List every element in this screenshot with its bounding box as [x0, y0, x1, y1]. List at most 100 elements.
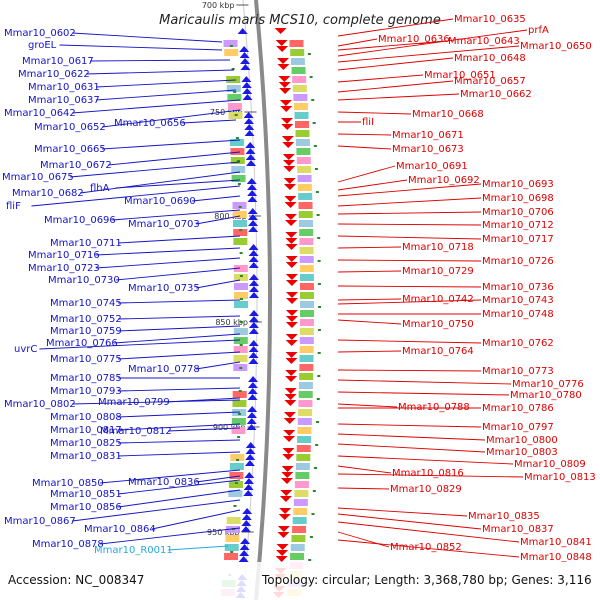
- gene-label-right: Mmar10_0643: [448, 36, 520, 47]
- leader-line: [118, 489, 241, 508]
- feature-block: [292, 517, 307, 524]
- forward-gene: [240, 526, 251, 532]
- feature-block: [292, 526, 307, 533]
- marker-dot: [317, 352, 321, 354]
- gene-label-left: Mmar10_0696: [44, 215, 116, 226]
- gene-label-right: Mmar10_0762: [482, 338, 554, 349]
- reverse-gene: [285, 370, 298, 376]
- feature-block: [299, 328, 314, 335]
- gene-label-left: Mmar10_0793: [50, 386, 122, 397]
- gene-label-right: Mmar10_0835: [468, 511, 540, 522]
- feature-block: [233, 346, 248, 353]
- leader-line: [337, 133, 392, 136]
- feature-block: [290, 58, 305, 65]
- gene-label-right: Mmar10_0776: [512, 379, 584, 390]
- gene-label-left: Mmar10_0878: [32, 539, 104, 550]
- feature-block: [224, 544, 239, 551]
- forward-gene: [237, 28, 248, 34]
- reverse-gene: [281, 472, 294, 478]
- reverse-gene: [285, 274, 298, 280]
- forward-gene: [238, 556, 249, 562]
- forward-gene: [245, 142, 256, 148]
- marker-dot: [315, 444, 319, 446]
- leader-line: [337, 45, 520, 63]
- forward-gene: [239, 544, 250, 550]
- forward-gene: [245, 442, 256, 448]
- gene-label-left: fliF: [6, 201, 21, 212]
- gene-label-left: Mmar10_0851: [50, 489, 122, 500]
- marker-dot: [315, 191, 319, 193]
- gene-label-right: Mmar10_0780: [510, 390, 582, 401]
- reverse-gene: [285, 358, 298, 364]
- feature-block: [227, 103, 242, 110]
- reverse-gene: [280, 106, 293, 112]
- marker-dot: [233, 505, 237, 507]
- gene-label-right: Mmar10_0748: [482, 309, 554, 320]
- marker-dot: [311, 513, 315, 515]
- reverse-gene: [276, 550, 289, 556]
- feature-block: [229, 472, 244, 479]
- gene-label-right: Mmar10_0848: [520, 552, 592, 563]
- reverse-gene: [286, 298, 298, 304]
- marker-dot: [314, 168, 318, 170]
- leader-line: [96, 79, 237, 88]
- leader-line: [118, 479, 241, 495]
- marker-dot: [317, 237, 321, 239]
- leader-line: [337, 111, 412, 115]
- marker-dot: [238, 413, 242, 415]
- forward-gene: [239, 46, 250, 52]
- forward-gene: [241, 76, 252, 82]
- gene-label-right: Mmar10_0797: [482, 422, 554, 433]
- leader-line: [337, 183, 482, 197]
- reverse-gene: [280, 118, 293, 124]
- leader-line: [337, 246, 402, 249]
- leader-line: [337, 473, 524, 478]
- gene-label-left: Mmar10_0785: [50, 373, 122, 384]
- leader-line: [118, 451, 241, 457]
- feature-block: [299, 364, 314, 371]
- forward-gene: [248, 244, 259, 250]
- reverse-gene: [279, 100, 292, 106]
- gene-label-left: Mmar10_0759: [50, 326, 122, 337]
- gene-label-left: Mmar10_0665: [34, 144, 106, 155]
- reverse-gene: [282, 154, 295, 160]
- reverse-gene: [285, 322, 298, 328]
- gene-label-right: Mmar10_0813: [524, 472, 596, 483]
- feature-block: [231, 175, 246, 182]
- feature-block: [299, 274, 314, 281]
- marker-dot: [317, 329, 321, 331]
- feature-block: [297, 166, 312, 173]
- forward-gene: [247, 196, 258, 202]
- forward-gene: [248, 220, 259, 226]
- leader-line: [182, 119, 237, 124]
- gene-label-left: Mmar10_0690: [124, 196, 196, 207]
- forward-gene: [247, 388, 258, 394]
- accession-label: Accession: NC_008347: [8, 573, 145, 587]
- leader-line: [196, 279, 241, 289]
- reverse-gene: [274, 28, 287, 34]
- feature-block: [299, 337, 314, 344]
- gene-label-left: Mmar10_0831: [50, 451, 122, 462]
- gene-label-right: Mmar10_0816: [392, 468, 464, 479]
- leader-line: [96, 257, 241, 269]
- leader-line: [96, 89, 237, 101]
- reverse-gene: [285, 316, 298, 322]
- forward-gene: [247, 394, 258, 400]
- leader-line: [337, 299, 482, 305]
- reverse-gene: [283, 166, 296, 172]
- footer-background: [0, 562, 600, 600]
- forward-gene: [248, 286, 259, 292]
- forward-gene: [248, 328, 259, 334]
- leader-line: [337, 319, 402, 325]
- marker-dot: [239, 298, 243, 300]
- forward-gene: [245, 454, 256, 460]
- forward-gene: [248, 322, 259, 328]
- forward-gene: [244, 460, 255, 466]
- leader-line: [118, 387, 241, 392]
- forward-gene: [244, 130, 255, 136]
- forward-gene: [248, 358, 259, 364]
- forward-gene: [239, 52, 250, 58]
- reverse-gene: [285, 376, 298, 382]
- marker-dot: [233, 91, 237, 93]
- feature-block: [231, 166, 246, 173]
